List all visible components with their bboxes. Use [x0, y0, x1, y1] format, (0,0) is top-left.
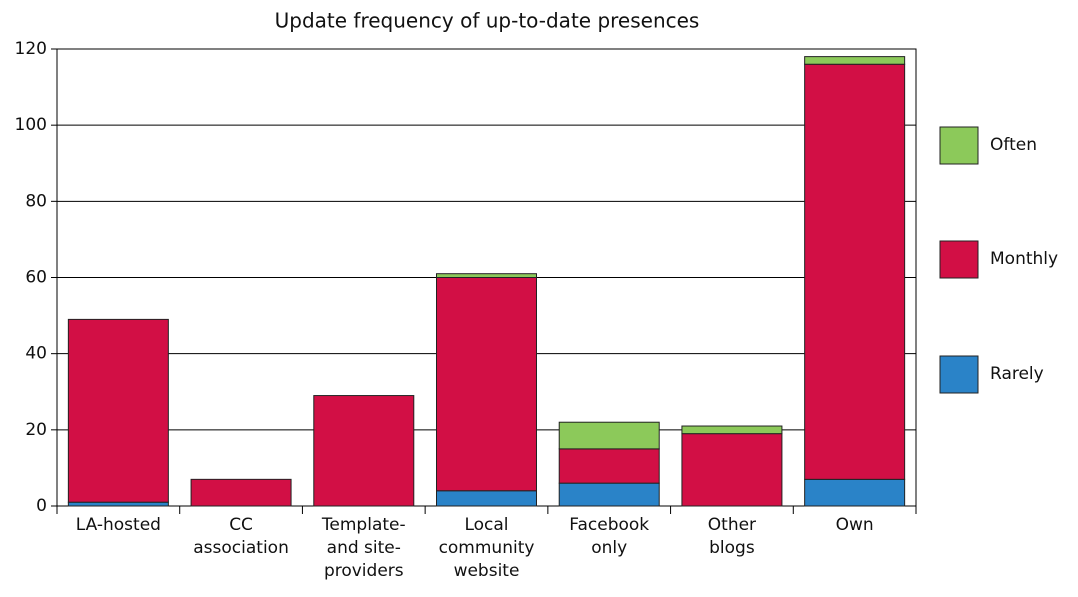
x-tick-label-line: CC: [229, 515, 253, 535]
bar-segment: [804, 478, 906, 507]
bar-segment: [558, 482, 660, 507]
bar-segment: [804, 56, 906, 65]
bar-segment: [681, 433, 783, 507]
chart-title: Update frequency of up-to-date presences: [275, 9, 700, 33]
x-tick-label: Facebook only: [569, 515, 649, 558]
y-tick-label: 100: [15, 115, 47, 135]
x-tick-label-line: Other: [708, 515, 756, 535]
x-tick-label-line: only: [591, 538, 627, 558]
legend-label: Rarely: [990, 364, 1044, 384]
x-tick-label: Own: [836, 515, 874, 535]
x-tick-label-line: website: [454, 561, 520, 581]
bar-segment: [436, 277, 537, 492]
x-tick-label-line: blogs: [709, 538, 755, 558]
y-tick-label: 20: [25, 420, 47, 440]
x-tick-label: Other blogs: [708, 515, 756, 558]
bar-segment: [804, 63, 906, 480]
y-tick-label: 40: [25, 344, 47, 364]
y-tick-label: 60: [25, 268, 47, 288]
x-tick-label-line: Own: [836, 515, 874, 535]
x-tick-label-line: providers: [324, 561, 404, 581]
x-tick-label-line: community: [439, 538, 535, 558]
bar-segment: [436, 273, 537, 279]
x-tick-label-line: association: [193, 538, 289, 558]
x-tick-label-line: Facebook: [569, 515, 649, 535]
x-tick-label: Template-and site-providers: [321, 515, 406, 581]
bar-segment: [436, 490, 537, 507]
y-tick-label: 0: [36, 496, 47, 516]
bar-segment: [558, 448, 660, 484]
x-tick-label: Local community website: [439, 515, 535, 581]
bar-segment: [190, 478, 292, 507]
x-tick-label-line: Local: [464, 515, 508, 535]
x-tick-label: LA-hosted: [76, 515, 161, 535]
bar-segment: [67, 318, 169, 503]
bar-segment: [313, 395, 415, 507]
y-tick-label: 80: [25, 191, 47, 211]
legend-label: Monthly: [990, 249, 1058, 269]
bar-segment: [67, 501, 169, 507]
bar-segment: [681, 425, 783, 435]
x-tick-label-line: LA-hosted: [76, 515, 161, 535]
x-tick-label-line: and site-: [327, 538, 401, 558]
legend-swatch: [939, 240, 979, 279]
x-tick-label: CC association: [193, 515, 289, 558]
bar-segment: [558, 421, 660, 450]
x-tick-label-line: Template-: [321, 515, 406, 535]
legend-label: Often: [990, 135, 1037, 155]
legend-swatch: [939, 126, 979, 165]
y-tick-label: 120: [15, 39, 47, 59]
legend-swatch: [939, 355, 979, 394]
